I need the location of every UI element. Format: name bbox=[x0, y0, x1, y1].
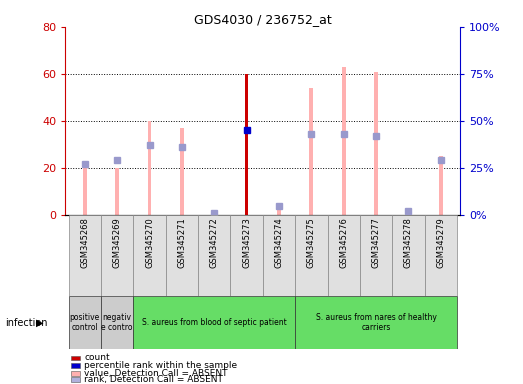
Bar bbox=[166, 215, 198, 296]
Text: GSM345274: GSM345274 bbox=[275, 217, 283, 268]
Bar bbox=[198, 215, 231, 296]
Bar bbox=[69, 296, 101, 349]
Bar bbox=[83, 166, 87, 215]
Text: negativ
e contro: negativ e contro bbox=[101, 313, 133, 332]
Text: GSM345268: GSM345268 bbox=[81, 217, 89, 268]
Bar bbox=[295, 296, 457, 349]
Bar bbox=[101, 296, 133, 349]
Text: GSM345276: GSM345276 bbox=[339, 217, 348, 268]
Title: GDS4030 / 236752_at: GDS4030 / 236752_at bbox=[194, 13, 332, 26]
Bar bbox=[360, 215, 392, 296]
Bar bbox=[425, 215, 457, 296]
Text: GSM345279: GSM345279 bbox=[436, 217, 445, 268]
Bar bbox=[310, 88, 313, 215]
Bar bbox=[231, 215, 263, 296]
Bar bbox=[439, 156, 443, 215]
Bar bbox=[295, 215, 327, 296]
Text: percentile rank within the sample: percentile rank within the sample bbox=[84, 361, 237, 370]
Bar bbox=[180, 128, 184, 215]
Text: GSM345269: GSM345269 bbox=[112, 217, 122, 268]
Bar bbox=[115, 168, 119, 215]
Text: GSM345275: GSM345275 bbox=[307, 217, 316, 268]
Text: value, Detection Call = ABSENT: value, Detection Call = ABSENT bbox=[84, 369, 228, 378]
Bar bbox=[374, 71, 378, 215]
Text: GSM345273: GSM345273 bbox=[242, 217, 251, 268]
Bar bbox=[69, 215, 101, 296]
Bar bbox=[133, 215, 166, 296]
Text: count: count bbox=[84, 353, 110, 362]
Bar bbox=[392, 215, 425, 296]
Text: GSM345278: GSM345278 bbox=[404, 217, 413, 268]
Bar bbox=[101, 215, 133, 296]
Text: positive
control: positive control bbox=[70, 313, 100, 332]
Text: rank, Detection Call = ABSENT: rank, Detection Call = ABSENT bbox=[84, 375, 223, 384]
Text: GSM345270: GSM345270 bbox=[145, 217, 154, 268]
Text: S. aureus from blood of septic patient: S. aureus from blood of septic patient bbox=[142, 318, 287, 327]
Text: S. aureus from nares of healthy
carriers: S. aureus from nares of healthy carriers bbox=[316, 313, 437, 332]
Bar bbox=[263, 215, 295, 296]
Text: infection: infection bbox=[5, 318, 48, 328]
Bar bbox=[327, 215, 360, 296]
Text: ▶: ▶ bbox=[36, 318, 43, 328]
Bar bbox=[133, 296, 295, 349]
Bar bbox=[342, 67, 346, 215]
Text: GSM345277: GSM345277 bbox=[371, 217, 381, 268]
Text: GSM345272: GSM345272 bbox=[210, 217, 219, 268]
Bar bbox=[245, 74, 248, 215]
Bar bbox=[147, 121, 152, 215]
Text: GSM345271: GSM345271 bbox=[177, 217, 186, 268]
Bar bbox=[277, 208, 281, 215]
